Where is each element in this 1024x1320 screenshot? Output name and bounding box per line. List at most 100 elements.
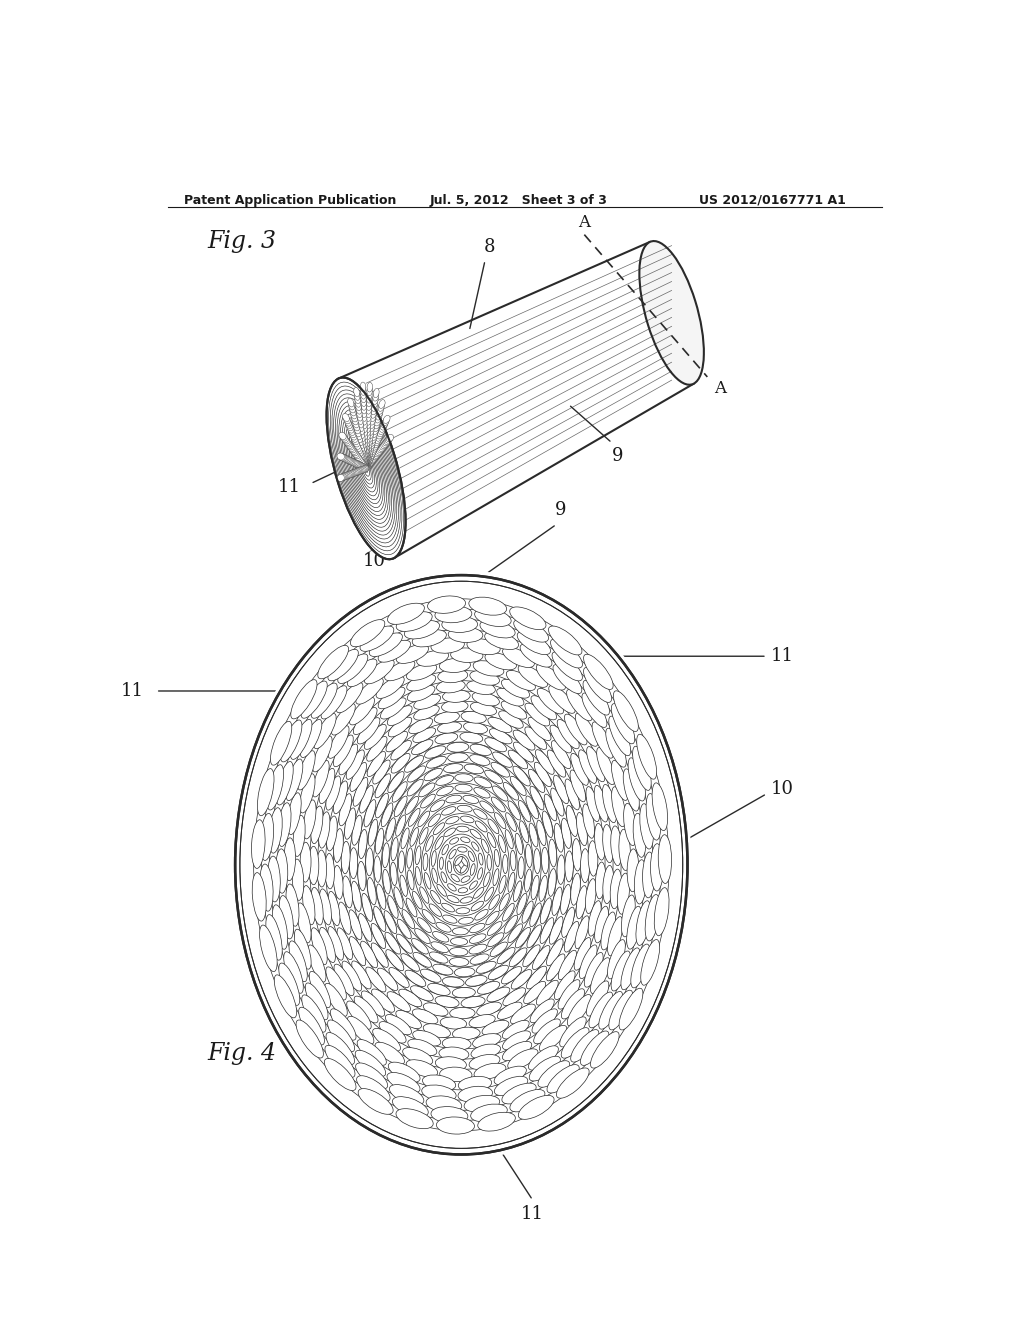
Ellipse shape [611,760,629,800]
Ellipse shape [407,664,436,680]
Ellipse shape [425,746,445,758]
Ellipse shape [345,420,352,429]
Ellipse shape [450,1007,475,1019]
Ellipse shape [252,873,266,921]
Ellipse shape [441,807,456,816]
Ellipse shape [460,865,468,873]
Ellipse shape [552,887,562,916]
Ellipse shape [361,450,368,459]
Ellipse shape [641,940,659,985]
Ellipse shape [601,912,615,950]
Ellipse shape [355,1063,388,1089]
Ellipse shape [360,463,368,471]
Ellipse shape [368,433,373,442]
Ellipse shape [347,444,354,451]
Ellipse shape [359,785,374,813]
Ellipse shape [435,733,458,744]
Ellipse shape [337,474,344,482]
Ellipse shape [447,861,452,873]
Ellipse shape [373,395,378,404]
Ellipse shape [469,1015,496,1027]
Ellipse shape [355,462,362,469]
Ellipse shape [423,1003,449,1016]
Ellipse shape [352,816,362,845]
Ellipse shape [339,454,347,461]
Ellipse shape [487,933,504,946]
Ellipse shape [366,968,386,993]
Ellipse shape [642,851,655,898]
Ellipse shape [361,466,369,473]
Ellipse shape [470,671,500,685]
Ellipse shape [622,895,635,937]
Ellipse shape [442,977,464,987]
Ellipse shape [353,422,359,430]
Ellipse shape [365,441,370,451]
Ellipse shape [275,849,288,894]
Ellipse shape [367,459,374,466]
Ellipse shape [499,875,506,894]
Ellipse shape [342,876,352,908]
Ellipse shape [302,995,326,1032]
Ellipse shape [364,449,370,458]
Ellipse shape [367,393,372,403]
Ellipse shape [505,830,513,849]
Ellipse shape [376,433,383,441]
Ellipse shape [514,619,549,642]
Ellipse shape [374,438,381,446]
Ellipse shape [371,445,378,453]
Ellipse shape [297,751,315,789]
Ellipse shape [613,690,638,731]
Ellipse shape [471,902,483,911]
Ellipse shape [312,760,329,797]
Ellipse shape [370,412,376,421]
Ellipse shape [386,731,408,752]
Ellipse shape [348,428,355,436]
Ellipse shape [510,1089,545,1111]
Ellipse shape [359,433,366,442]
Ellipse shape [423,853,428,871]
Ellipse shape [372,399,378,408]
Ellipse shape [344,418,351,426]
Ellipse shape [381,698,407,719]
Ellipse shape [346,750,365,779]
Ellipse shape [436,923,452,932]
Ellipse shape [322,685,347,719]
Ellipse shape [495,813,506,829]
Ellipse shape [497,688,524,706]
Ellipse shape [535,762,551,787]
Ellipse shape [413,1008,438,1024]
Ellipse shape [580,945,597,978]
Ellipse shape [378,405,384,414]
Ellipse shape [566,805,578,837]
Ellipse shape [368,751,386,776]
Ellipse shape [301,681,328,718]
Ellipse shape [373,426,379,434]
Ellipse shape [365,660,394,684]
Ellipse shape [366,446,372,455]
Ellipse shape [517,894,527,915]
Ellipse shape [402,1048,433,1065]
Ellipse shape [386,818,395,841]
Ellipse shape [528,717,551,741]
Ellipse shape [366,408,372,418]
Ellipse shape [621,948,640,990]
Ellipse shape [356,455,364,463]
Ellipse shape [584,668,611,702]
Ellipse shape [602,784,616,822]
Ellipse shape [367,455,374,463]
Ellipse shape [561,1028,589,1059]
Text: 11: 11 [771,647,794,665]
Ellipse shape [395,814,406,837]
Ellipse shape [356,462,365,469]
Text: Fig. 3: Fig. 3 [207,230,276,252]
Ellipse shape [560,884,570,915]
Ellipse shape [376,676,404,698]
Ellipse shape [343,455,350,463]
Ellipse shape [529,824,538,847]
Ellipse shape [586,787,600,821]
Ellipse shape [367,737,387,762]
Ellipse shape [627,849,639,892]
Ellipse shape [404,620,439,639]
Ellipse shape [358,459,366,466]
Ellipse shape [428,814,440,826]
